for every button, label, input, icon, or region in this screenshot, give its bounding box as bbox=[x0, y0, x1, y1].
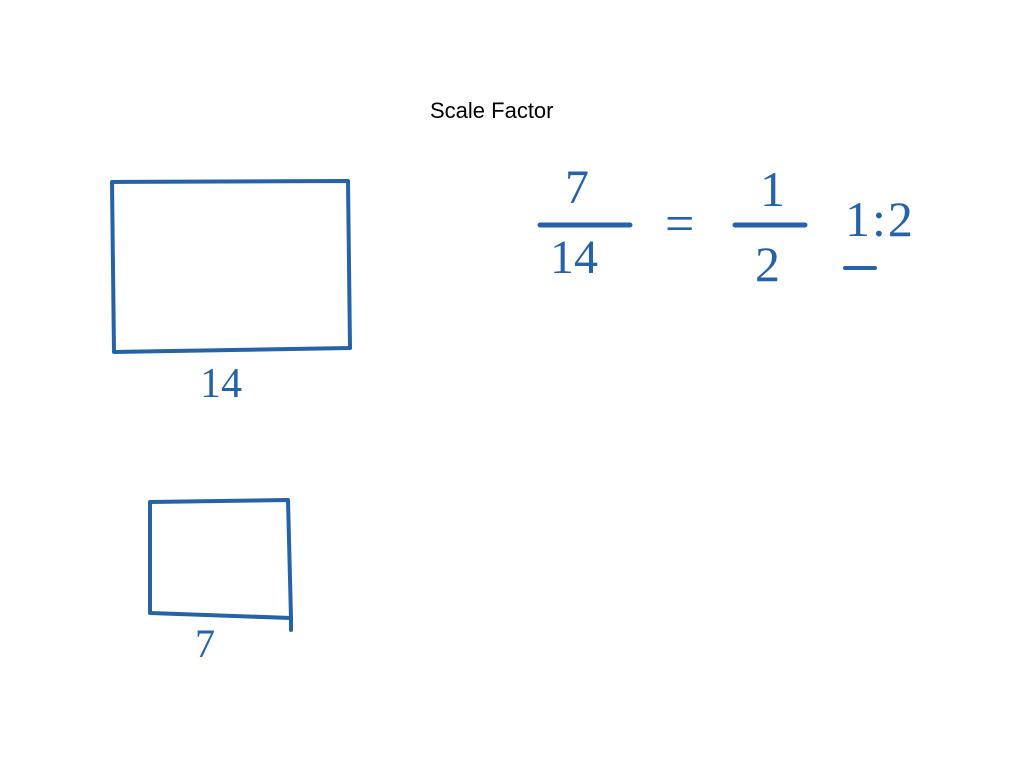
small-rect-label: 7 bbox=[195, 620, 215, 667]
ratio-text: 1:2 bbox=[845, 190, 915, 248]
fraction1-numerator: 7 bbox=[565, 160, 589, 215]
equals-sign: = bbox=[665, 195, 694, 254]
large-rect-label: 14 bbox=[200, 360, 242, 408]
large-rectangle bbox=[112, 181, 350, 352]
whiteboard-canvas bbox=[0, 0, 1024, 768]
small-rectangle bbox=[150, 500, 291, 618]
fraction2-denominator: 2 bbox=[755, 235, 780, 293]
fraction2-numerator: 1 bbox=[760, 160, 785, 218]
fraction1-denominator: 14 bbox=[550, 230, 598, 285]
